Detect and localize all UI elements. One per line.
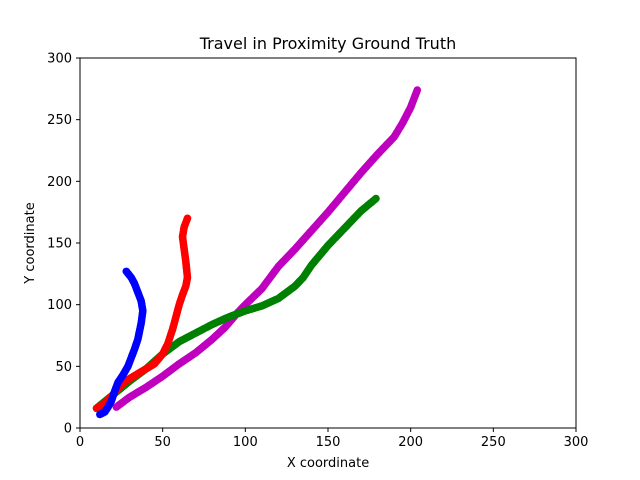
x-tick-label: 50 — [154, 435, 171, 450]
series-3-points — [96, 267, 147, 419]
y-tick-label: 50 — [55, 360, 72, 375]
x-tick-label: 0 — [76, 435, 84, 450]
x-tick-label: 250 — [481, 435, 506, 450]
chart-title: Travel in Proximity Ground Truth — [199, 34, 456, 53]
y-axis-label: Y coordinate — [23, 202, 38, 284]
y-tick-label: 250 — [47, 113, 72, 128]
x-tick-label: 100 — [233, 435, 258, 450]
y-tick-label: 200 — [47, 175, 72, 190]
y-tick-label: 300 — [47, 52, 72, 67]
data-point — [183, 214, 192, 223]
data-point — [413, 86, 422, 94]
data-point — [372, 194, 380, 203]
x-axis-ticks: 0 50 100 150 200 250 300 — [76, 428, 589, 450]
data-points-group — [92, 86, 422, 419]
y-tick-label: 150 — [47, 237, 72, 252]
data-point — [122, 267, 131, 276]
y-tick-label: 100 — [47, 298, 72, 313]
y-axis-ticks: 0 50 100 150 200 250 300 — [47, 52, 80, 437]
x-tick-label: 300 — [564, 435, 589, 450]
x-tick-label: 200 — [398, 435, 423, 450]
x-tick-label: 150 — [316, 435, 341, 450]
y-tick-label: 0 — [64, 422, 72, 437]
x-axis-label: X coordinate — [287, 456, 369, 471]
